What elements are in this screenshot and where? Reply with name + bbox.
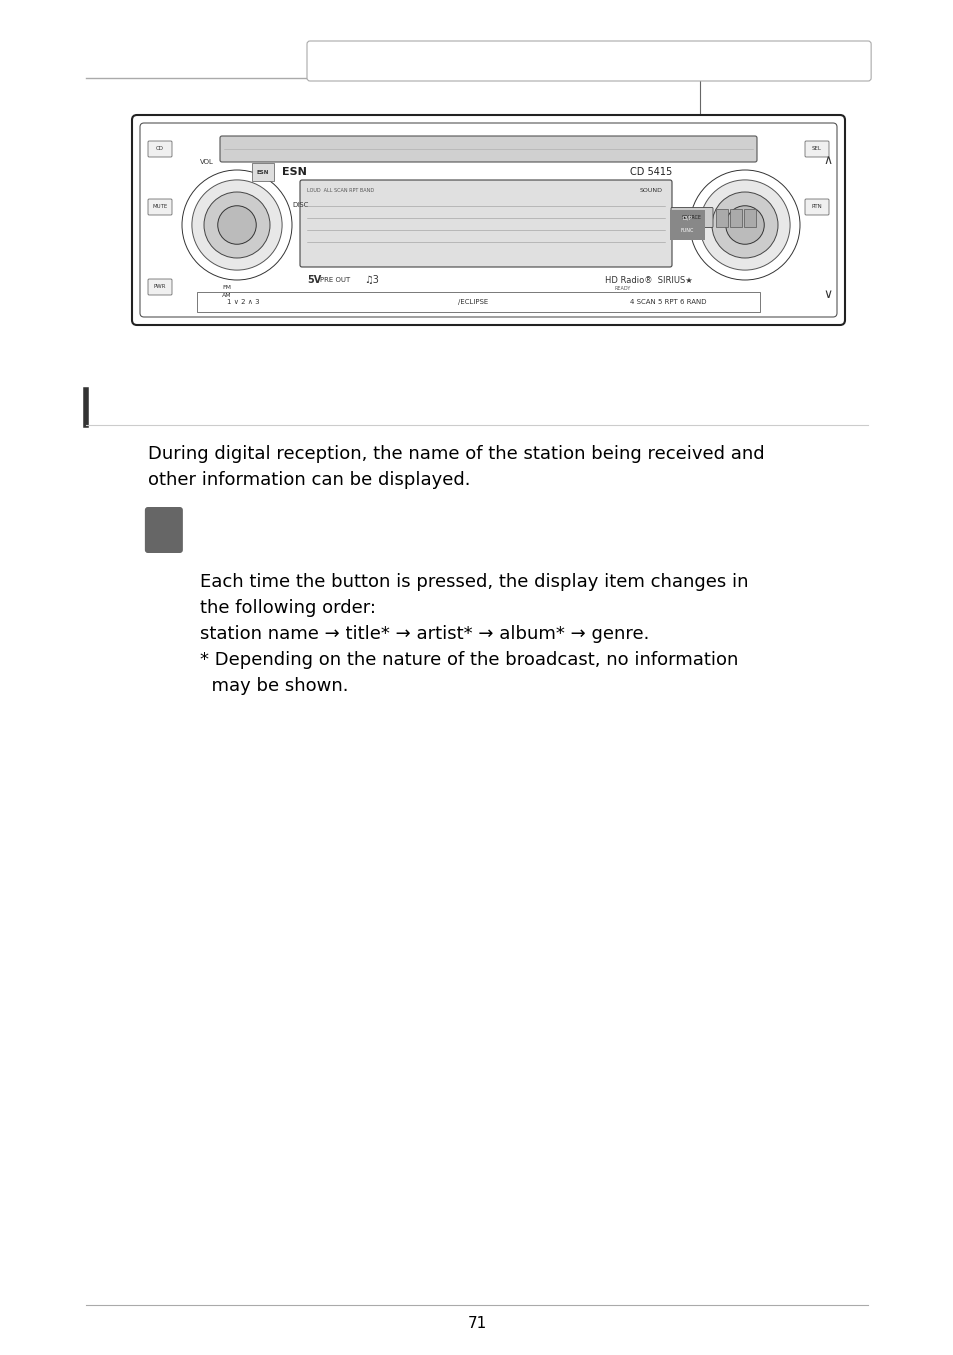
Text: FM: FM bbox=[222, 285, 232, 290]
Text: RTN: RTN bbox=[811, 205, 821, 210]
Text: FUNC: FUNC bbox=[679, 228, 693, 233]
Bar bbox=[716, 209, 727, 226]
FancyBboxPatch shape bbox=[670, 207, 712, 228]
Circle shape bbox=[182, 169, 292, 280]
Text: DI/P: DI/P bbox=[681, 215, 691, 221]
Text: DISC: DISC bbox=[292, 202, 308, 209]
Text: CD 5415: CD 5415 bbox=[629, 167, 672, 178]
Circle shape bbox=[204, 192, 270, 257]
Text: * Depending on the nature of the broadcast, no information: * Depending on the nature of the broadca… bbox=[200, 650, 738, 669]
Text: the following order:: the following order: bbox=[200, 599, 375, 617]
Text: ∧: ∧ bbox=[822, 153, 832, 167]
Text: ESN: ESN bbox=[282, 167, 307, 178]
Text: READY: READY bbox=[615, 286, 631, 290]
FancyBboxPatch shape bbox=[148, 141, 172, 157]
Text: ♫3: ♫3 bbox=[364, 275, 378, 285]
Text: LOUD  ALL SCAN RPT BAND: LOUD ALL SCAN RPT BAND bbox=[307, 187, 374, 192]
Text: HD Radio®  SIRIUS★: HD Radio® SIRIUS★ bbox=[604, 275, 692, 285]
Text: 5V: 5V bbox=[307, 275, 321, 285]
Text: SEL: SEL bbox=[811, 146, 821, 152]
Text: PRE OUT: PRE OUT bbox=[319, 276, 350, 283]
Circle shape bbox=[711, 192, 778, 257]
Text: AM: AM bbox=[222, 293, 232, 298]
Circle shape bbox=[725, 206, 763, 244]
Text: ∨: ∨ bbox=[822, 289, 832, 302]
FancyBboxPatch shape bbox=[804, 199, 828, 215]
Bar bbox=[669, 210, 704, 240]
Bar bbox=[252, 163, 274, 182]
Text: 1 ∨ 2 ∧ 3: 1 ∨ 2 ∧ 3 bbox=[227, 299, 259, 305]
FancyBboxPatch shape bbox=[145, 507, 183, 553]
Text: MUTE: MUTE bbox=[152, 205, 168, 210]
Text: SOURCE: SOURCE bbox=[681, 215, 701, 220]
FancyBboxPatch shape bbox=[299, 180, 671, 267]
Text: ESN: ESN bbox=[256, 169, 269, 175]
Text: other information can be displayed.: other information can be displayed. bbox=[148, 472, 470, 489]
FancyBboxPatch shape bbox=[148, 279, 172, 295]
Text: SOUND: SOUND bbox=[639, 187, 662, 192]
Text: Each time the button is pressed, the display item changes in: Each time the button is pressed, the dis… bbox=[200, 573, 748, 591]
FancyBboxPatch shape bbox=[140, 123, 836, 317]
Text: VOL: VOL bbox=[200, 159, 213, 165]
Circle shape bbox=[689, 169, 800, 280]
Text: 4 SCAN 5 RPT 6 RAND: 4 SCAN 5 RPT 6 RAND bbox=[629, 299, 706, 305]
Bar bbox=[729, 209, 741, 226]
FancyBboxPatch shape bbox=[307, 41, 870, 81]
Text: may be shown.: may be shown. bbox=[200, 678, 349, 695]
Circle shape bbox=[192, 180, 282, 270]
Text: PWR: PWR bbox=[153, 285, 166, 290]
Circle shape bbox=[217, 206, 256, 244]
FancyBboxPatch shape bbox=[220, 136, 757, 163]
Circle shape bbox=[700, 180, 789, 270]
Text: CD: CD bbox=[156, 146, 164, 152]
Bar bbox=[743, 209, 755, 226]
FancyBboxPatch shape bbox=[804, 141, 828, 157]
FancyBboxPatch shape bbox=[148, 199, 172, 215]
FancyBboxPatch shape bbox=[132, 115, 844, 325]
Text: During digital reception, the name of the station being received and: During digital reception, the name of th… bbox=[148, 444, 763, 463]
Text: station name → title* → artist* → album* → genre.: station name → title* → artist* → album*… bbox=[200, 625, 649, 644]
Text: 71: 71 bbox=[467, 1316, 486, 1331]
Bar bbox=[196, 291, 760, 312]
Text: /ECLIPSE: /ECLIPSE bbox=[458, 299, 488, 305]
